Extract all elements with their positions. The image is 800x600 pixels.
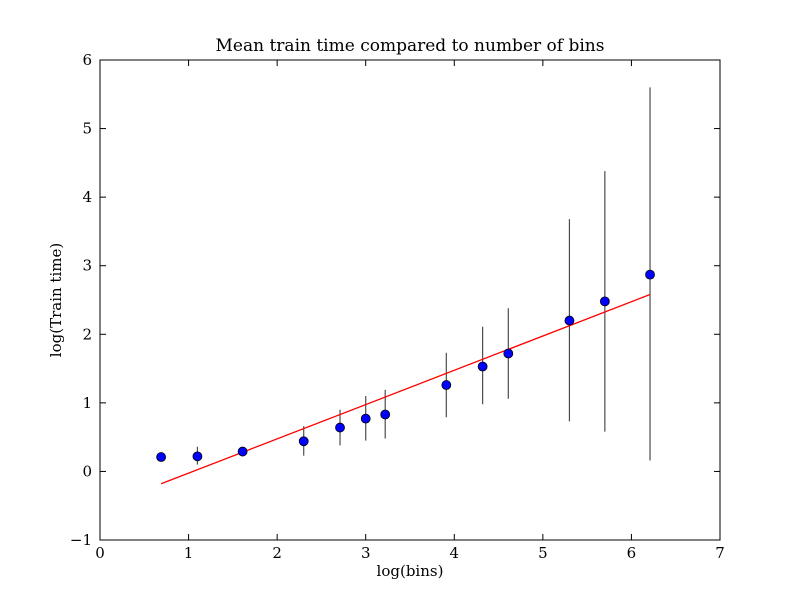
data-point	[360, 413, 371, 424]
data-point	[441, 380, 452, 390]
x-tick-label: 6	[627, 544, 637, 562]
data-point	[477, 361, 488, 372]
data-point	[237, 446, 248, 457]
data-point	[156, 452, 167, 462]
y-tick-label: 5	[82, 120, 92, 138]
y-tick-label: 1	[82, 394, 92, 412]
y-tick-label: 3	[82, 257, 92, 275]
data-point	[645, 269, 655, 280]
x-tick-label: 7	[715, 544, 725, 562]
data-point	[192, 451, 203, 462]
x-tick-label: 2	[272, 544, 282, 562]
fit-line	[160, 293, 651, 485]
y-tick-label: 4	[82, 188, 92, 206]
data-point	[298, 436, 309, 447]
data-point	[335, 422, 345, 433]
x-tick-label: 4	[450, 544, 460, 562]
data-point	[564, 315, 575, 326]
axes-frame	[99, 59, 721, 541]
y-tick-label: 2	[82, 325, 92, 343]
y-tick-label: 0	[82, 462, 92, 480]
x-axis-label: log(bins)	[376, 562, 444, 580]
chart-title: Mean train time compared to number of bi…	[215, 36, 605, 56]
data-point	[599, 296, 610, 307]
data-point	[380, 409, 391, 420]
x-tick-label: 0	[95, 544, 105, 562]
x-tick-label: 1	[184, 544, 194, 562]
x-tick-label: 3	[361, 544, 371, 562]
y-tick-label: −1	[70, 531, 92, 549]
data-point	[503, 348, 514, 359]
y-tick-label: 6	[82, 51, 92, 69]
x-tick-label: 5	[538, 544, 548, 562]
y-axis-label: log(Train time)	[47, 242, 65, 358]
